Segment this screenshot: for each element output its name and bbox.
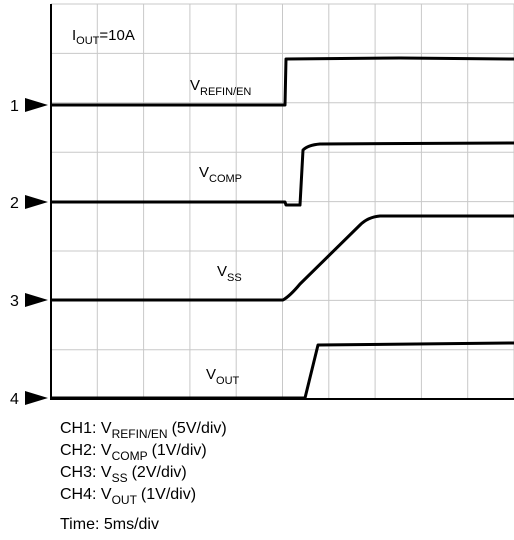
legend-scale: (1V/div) xyxy=(141,486,196,503)
load-annotation: IOUT=10A xyxy=(72,27,135,47)
legend-sub: OUT xyxy=(112,493,138,507)
trace-ch4 xyxy=(50,341,514,400)
trace-label: VREFIN/EN xyxy=(190,77,251,98)
legend-scale: (2V/div) xyxy=(132,464,187,481)
legend-entry: CH1: VREFIN/EN (5V/div) xyxy=(60,420,227,441)
legend-prefix: CH4: V xyxy=(60,486,112,503)
time-scale: Time: 5ms/div xyxy=(60,516,159,533)
trace-label: VSS xyxy=(217,263,242,284)
legend-entry: CH3: VSS (2V/div) xyxy=(60,464,187,485)
channel-arrow xyxy=(25,293,48,307)
channel-markers: 1 2 3 4 xyxy=(10,98,48,408)
channel-number: 4 xyxy=(10,391,19,408)
channel-number: 2 xyxy=(10,195,19,212)
legend-sub: REFIN/EN xyxy=(112,427,168,441)
legend-scale: (5V/div) xyxy=(172,420,227,437)
legend: CH1: VREFIN/EN (5V/div) CH2: VCOMP (1V/div)… xyxy=(60,420,227,507)
legend-entry: CH4: VOUT (1V/div) xyxy=(60,486,196,507)
trace-ch3 xyxy=(50,214,514,302)
channel-arrow xyxy=(25,195,48,209)
trace-ch1 xyxy=(50,56,514,107)
trace-label: VOUT xyxy=(206,366,240,387)
legend-sub: COMP xyxy=(112,449,148,463)
legend-prefix: CH1: V xyxy=(60,420,112,437)
channel-arrow xyxy=(25,391,48,405)
legend-entry: CH2: VCOMP (1V/div) xyxy=(60,442,207,463)
channel-number: 3 xyxy=(10,293,19,310)
legend-sub: SS xyxy=(112,471,128,485)
legend-prefix: CH3: V xyxy=(60,464,112,481)
channel-arrow xyxy=(25,98,48,112)
legend-prefix: CH2: V xyxy=(60,442,112,459)
legend-scale: (1V/div) xyxy=(152,442,207,459)
trace-label: VCOMP xyxy=(199,164,242,185)
trace-ch2 xyxy=(50,141,514,207)
channel-number: 1 xyxy=(10,98,19,115)
